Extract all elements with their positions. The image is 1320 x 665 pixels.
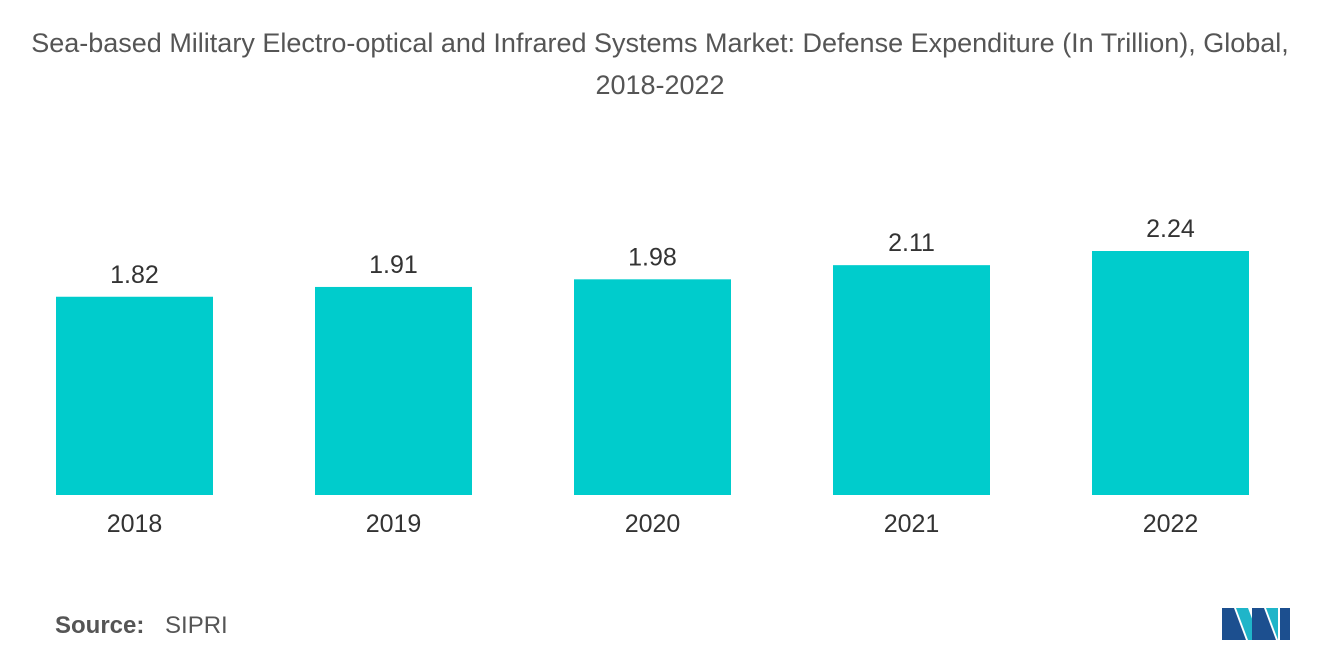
x-tick-label-2019: 2019: [366, 510, 422, 538]
data-label-2022: 2.24: [1146, 215, 1195, 243]
mordor-intelligence-logo-icon: [1222, 608, 1290, 640]
source-note: Source: SIPRI: [55, 612, 228, 640]
data-label-2018: 1.82: [110, 261, 159, 289]
bar-2021: [833, 265, 990, 495]
data-label-2019: 1.91: [369, 251, 418, 279]
bar-2019: [315, 286, 472, 495]
x-tick-label-2018: 2018: [107, 510, 163, 538]
bar-2018: [56, 296, 213, 495]
bar-2020: [574, 279, 731, 495]
chart-title: Sea-based Military Electro-optical and I…: [31, 28, 1289, 100]
x-tick-label-2022: 2022: [1143, 510, 1199, 538]
source-label: Source:: [55, 612, 145, 639]
source-value: SIPRI: [165, 612, 228, 639]
data-label-2021: 2.11: [888, 229, 935, 257]
bar-2022: [1092, 251, 1249, 495]
data-label-2020: 1.98: [628, 243, 677, 271]
x-tick-label-2021: 2021: [884, 510, 940, 538]
x-tick-label-2020: 2020: [625, 510, 681, 538]
